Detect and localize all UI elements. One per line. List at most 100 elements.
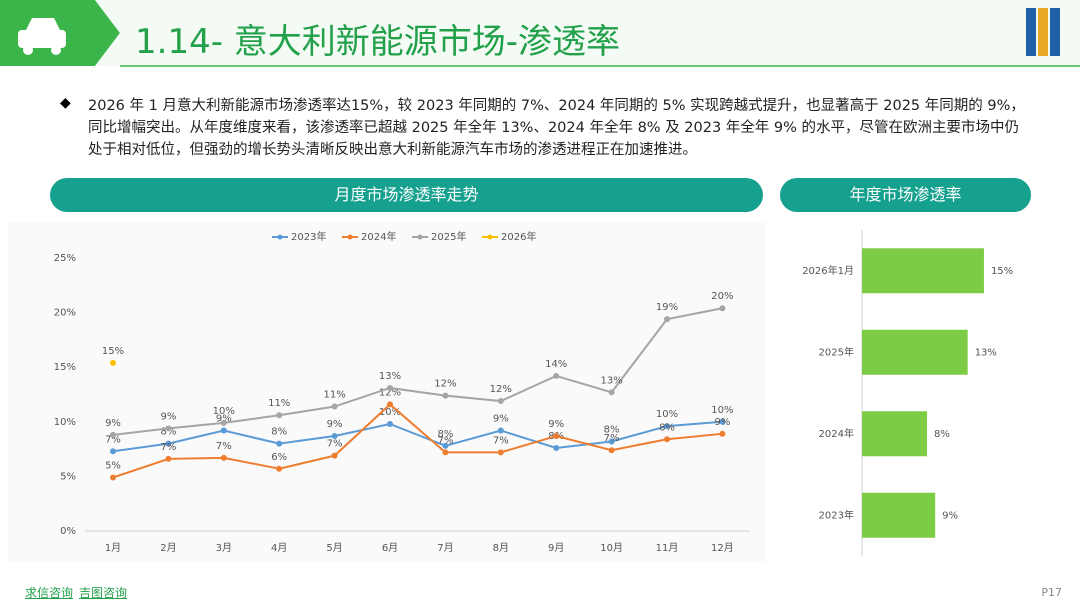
- paragraph: 2026 年 1 月意大利新能源市场渗透率达15%，较 2023 年同期的 7%…: [88, 98, 1025, 158]
- section-title: 年度市场渗透率: [780, 178, 1031, 212]
- point: [664, 423, 670, 430]
- x-tick-label: 7月: [437, 542, 453, 554]
- data-label: 7%: [216, 441, 232, 452]
- point: [497, 427, 504, 434]
- bar: [862, 248, 984, 294]
- legend-label: 2025年: [431, 230, 466, 243]
- data-label: 10%: [656, 409, 678, 420]
- data-label: 10%: [213, 406, 235, 417]
- point: [165, 455, 172, 462]
- point: [608, 438, 615, 445]
- data-label: 15%: [102, 346, 124, 357]
- data-label: 12%: [434, 379, 456, 390]
- point: [110, 448, 116, 455]
- x-tick-label: 12月: [711, 542, 734, 554]
- data-label: 19%: [656, 302, 678, 313]
- data-label: 9%: [493, 414, 509, 425]
- x-tick-label: 9月: [548, 542, 564, 554]
- series-line: [112, 307, 723, 436]
- point: [331, 452, 338, 459]
- y-tick-label: 20%: [54, 308, 76, 319]
- point: [331, 432, 338, 439]
- slide-title: 1.14- 意大利新能源市场-渗透率: [135, 22, 621, 62]
- point: [719, 418, 726, 425]
- bar: [862, 492, 936, 538]
- point: [387, 401, 393, 408]
- point: [220, 419, 227, 426]
- legend-marker: [347, 234, 353, 240]
- legend-label: 2026年: [501, 230, 536, 243]
- x-tick-label: 11月: [656, 542, 679, 554]
- y-tick-label: 25%: [54, 253, 76, 264]
- point: [276, 465, 283, 472]
- data-label: 20%: [711, 291, 733, 302]
- bar: [862, 329, 968, 375]
- y-tick-label: 15%: [54, 362, 76, 373]
- point: [719, 305, 726, 312]
- section-title: 月度市场渗透率走势: [50, 178, 763, 212]
- data-label: 15%: [991, 266, 1013, 277]
- point: [664, 436, 670, 443]
- data-label: 8%: [934, 429, 950, 440]
- point: [608, 389, 615, 396]
- legend-marker: [487, 234, 493, 240]
- data-label: 8%: [604, 424, 620, 435]
- data-label: 11%: [323, 390, 345, 401]
- data-label: 7%: [327, 439, 343, 450]
- bullet: ◆: [60, 95, 71, 111]
- x-tick-label: 5月: [326, 542, 342, 554]
- y-tick-label: 5%: [60, 471, 76, 482]
- bar: [862, 411, 928, 457]
- x-tick-label: 1月: [105, 542, 121, 554]
- data-label: 8%: [160, 427, 176, 438]
- legend-label: 2024年: [361, 230, 396, 243]
- data-label: 9%: [160, 411, 176, 422]
- data-label: 10%: [711, 405, 733, 416]
- data-label: 9%: [942, 510, 958, 521]
- y-tick-label: 2024年: [819, 427, 854, 440]
- point: [220, 454, 227, 461]
- data-label: 9%: [548, 419, 564, 430]
- y-tick-label: 2026年1月: [802, 264, 854, 277]
- data-label: 5%: [105, 460, 121, 471]
- point: [387, 384, 393, 391]
- point: [220, 427, 227, 434]
- data-label: 9%: [105, 418, 121, 429]
- data-label: 10%: [379, 407, 401, 418]
- point: [110, 431, 116, 438]
- data-label: 13%: [379, 371, 401, 382]
- data-label: 12%: [379, 387, 401, 398]
- point: [165, 425, 172, 432]
- data-label: 8%: [271, 427, 287, 438]
- x-tick-label: 2月: [160, 542, 176, 554]
- point: [442, 449, 449, 456]
- data-label: 13%: [600, 375, 622, 386]
- y-tick-label: 10%: [54, 417, 76, 428]
- x-tick-label: 8月: [493, 542, 509, 554]
- point: [442, 442, 449, 449]
- data-label: 7%: [493, 435, 509, 446]
- y-tick-label: 2025年: [819, 345, 854, 358]
- series-line: [112, 402, 723, 479]
- car-icon: [18, 18, 66, 55]
- data-label: 14%: [545, 359, 567, 370]
- x-tick-label: 10月: [600, 542, 623, 554]
- point: [497, 398, 504, 405]
- data-label: 9%: [216, 414, 232, 425]
- header-bg: [95, 0, 1080, 66]
- point: [553, 432, 560, 439]
- footer-link[interactable]: 求信咨询: [25, 586, 74, 600]
- point: [442, 392, 449, 399]
- footer-link[interactable]: 吉图咨询: [79, 586, 128, 600]
- point: [553, 372, 560, 379]
- point: [719, 430, 726, 437]
- point: [165, 440, 172, 447]
- point: [553, 445, 560, 452]
- logo: [1026, 8, 1060, 56]
- legend-marker: [277, 234, 283, 240]
- data-label: 7%: [160, 442, 176, 453]
- point: [110, 359, 116, 366]
- point: [276, 412, 283, 419]
